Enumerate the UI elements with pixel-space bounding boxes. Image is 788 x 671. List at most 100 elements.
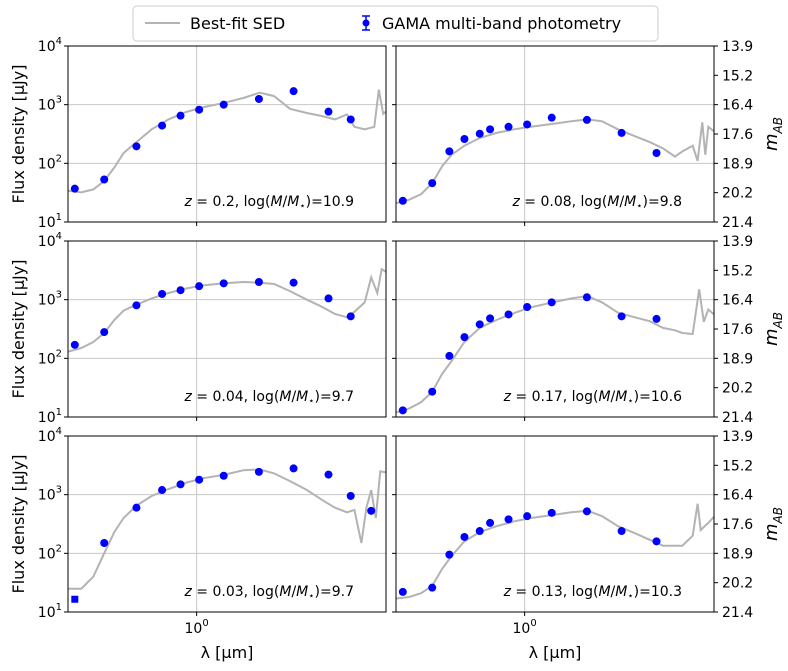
photometry-point xyxy=(324,294,333,303)
photometry-point xyxy=(617,527,626,536)
y-tick-label: 104 xyxy=(38,426,62,445)
sed-line xyxy=(68,267,386,353)
photometry-point xyxy=(100,539,109,548)
photometry-point xyxy=(652,149,661,158)
photometry-point xyxy=(617,128,626,137)
x-axis-label: λ [μm] xyxy=(201,643,254,662)
secondary-tick-label: 16.4 xyxy=(722,98,753,114)
photometry-point xyxy=(158,486,167,495)
photometry-point xyxy=(324,470,333,479)
photometry-point xyxy=(176,480,185,489)
secondary-tick-label: 18.9 xyxy=(722,546,753,562)
panel-3: 101 102 103 104 Flux density [μJy] z = 0.04, … xyxy=(9,231,387,426)
photometry-point xyxy=(195,105,204,114)
secondary-tick-label: 16.4 xyxy=(722,488,753,504)
photometry-point xyxy=(504,122,513,131)
photometry-point xyxy=(176,286,185,295)
panel-2: 13.9 15.2 16.4 17.6 18.9 20.2 21.4 mAB z = 0.08,… xyxy=(392,39,785,231)
photometry-point xyxy=(460,333,469,342)
secondary-tick-label: 17.6 xyxy=(722,322,753,338)
secondary-tick-label: 18.9 xyxy=(722,351,753,367)
photometry-point xyxy=(132,142,141,151)
panel-annotation: z = 0.08, log(M/M⋆)=9.8 xyxy=(511,194,682,212)
secondary-tick-label: 13.9 xyxy=(722,429,753,445)
photometry-point xyxy=(428,179,437,188)
y-axis-label: Flux density [μJy] xyxy=(9,65,28,204)
panel-frame xyxy=(67,435,387,613)
panel-annotation: z = 0.04, log(M/M⋆)=9.7 xyxy=(183,389,354,407)
photometry-point xyxy=(475,527,484,536)
photometry-point xyxy=(100,175,109,184)
secondary-tick-label: 20.2 xyxy=(722,186,753,202)
photometry-point xyxy=(582,293,591,302)
secondary-tick-label: 16.4 xyxy=(722,293,753,309)
secondary-tick-label: 20.2 xyxy=(722,576,753,592)
legend-frame xyxy=(132,5,659,42)
mab-axis-label: mAB xyxy=(761,312,785,346)
photometry-point xyxy=(523,120,532,129)
photometry-point xyxy=(547,298,556,307)
y-tick-label: 103 xyxy=(38,485,62,504)
panel-6: 13.9 15.2 16.4 17.6 18.9 20.2 21.4 mAB 100 λ [μm]… xyxy=(392,429,785,662)
photometry-point xyxy=(254,94,263,103)
photometry-point xyxy=(428,387,437,396)
y-axis-label: Flux density [μJy] xyxy=(9,260,28,399)
photometry-point xyxy=(289,464,298,473)
photometry-point xyxy=(346,491,355,500)
photometry-point xyxy=(254,278,263,287)
photometry-point xyxy=(504,515,513,524)
legend-sed-label: Best-fit SED xyxy=(190,14,285,33)
y-tick-label: 102 xyxy=(38,153,62,172)
photometry-point xyxy=(289,278,298,287)
x-axis-label: λ [μm] xyxy=(529,643,582,662)
secondary-tick-label: 17.6 xyxy=(722,517,753,533)
panel-grid: 101 102 103 104 Flux density [μJy] z = 0.2, l… xyxy=(9,36,785,662)
photometry-point xyxy=(445,147,454,156)
photometry-point xyxy=(582,507,591,516)
photometry-point xyxy=(486,518,495,527)
photometry-point xyxy=(195,282,204,291)
legend-phot-swatch xyxy=(362,15,370,31)
y-tick-label: 101 xyxy=(38,212,62,231)
photometry-point xyxy=(346,312,355,321)
secondary-tick-label: 15.2 xyxy=(722,68,753,84)
photometry-point xyxy=(547,113,556,122)
y-tick-label: 103 xyxy=(38,95,62,114)
panel-1: 101 102 103 104 Flux density [μJy] z = 0.2, l… xyxy=(9,36,387,231)
photometry-point xyxy=(445,550,454,559)
photometry-point xyxy=(132,301,141,310)
y-tick-label: 101 xyxy=(38,407,62,426)
legend: Best-fit SED GAMA multi-band photometry xyxy=(132,5,659,42)
y-tick-label: 103 xyxy=(38,290,62,309)
photometry-point xyxy=(219,471,228,480)
photometry-point xyxy=(460,532,469,541)
photometry-point xyxy=(652,537,661,546)
secondary-tick-label: 13.9 xyxy=(722,234,753,250)
photometry-point xyxy=(324,107,333,116)
x-tick-label: 100 xyxy=(513,618,537,637)
panel-annotation: z = 0.2, log(M/M⋆)=10.9 xyxy=(183,194,354,212)
secondary-tick-label: 17.6 xyxy=(722,127,753,143)
photometry-point xyxy=(158,121,167,130)
mab-axis-label: mAB xyxy=(761,117,785,151)
photometry-point xyxy=(70,184,79,193)
photometry-point xyxy=(504,310,513,319)
secondary-tick-label: 18.9 xyxy=(722,156,753,172)
secondary-tick-label: 20.2 xyxy=(722,381,753,397)
photometry-point xyxy=(71,595,79,603)
photometry-point xyxy=(486,314,495,323)
photometry-point xyxy=(445,351,454,360)
photometry-point xyxy=(367,506,376,515)
sed-line xyxy=(396,118,714,205)
y-tick-label: 102 xyxy=(38,348,62,367)
y-tick-label: 101 xyxy=(38,602,62,621)
photometry-point xyxy=(475,129,484,138)
photometry-point xyxy=(460,134,469,143)
photometry-point xyxy=(475,320,484,329)
secondary-tick-label: 21.4 xyxy=(722,605,753,621)
photometry-point xyxy=(176,111,185,120)
y-tick-label: 104 xyxy=(38,231,62,250)
sed-line xyxy=(396,503,714,600)
photometry-point xyxy=(523,512,532,521)
